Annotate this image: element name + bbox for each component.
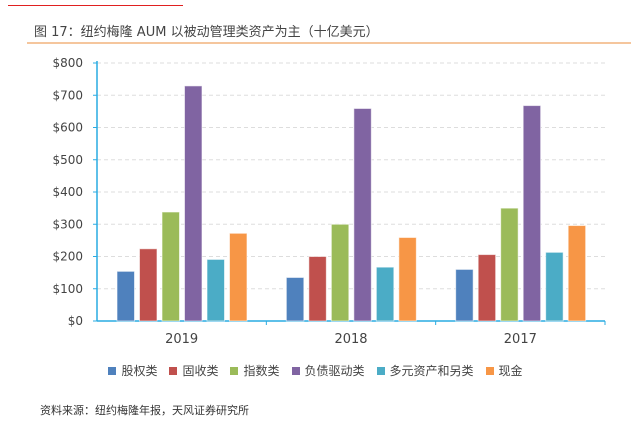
legend-item: 现金 [485,362,523,379]
legend-swatch [230,367,239,375]
legend-swatch [376,367,385,375]
bar-2018-2 [330,223,350,322]
legend-label: 现金 [498,364,523,378]
legend-item: 股权类 [108,362,157,379]
legend-label: 多元资产和另类 [389,364,474,378]
bar-2019-1 [139,248,158,322]
bar-2017-3 [522,105,542,322]
legend-item: 负债驱动类 [291,362,365,379]
legend-swatch [291,367,300,375]
bar-2018-1 [308,256,327,322]
bar-2017-1 [477,254,497,322]
source-note: 资料来源：纽约梅隆年报，天风证券研究所 [40,404,249,417]
legend-item: 指数类 [230,362,280,379]
y-tick-label: $500 [52,153,83,167]
y-tick-label: $800 [52,56,83,70]
title-rule [27,42,631,44]
y-tick-label: $300 [52,217,83,231]
y-tick-label: $400 [52,185,83,199]
legend-swatch [485,367,494,375]
y-tick-label: $700 [52,88,83,102]
y-tick-label: $0 [68,314,83,328]
x-tick-label: 2019 [165,332,198,347]
y-tick-label: $600 [52,121,83,135]
bar-2019-4 [206,258,225,322]
legend-label: 股权类 [121,364,158,378]
legend-label: 指数类 [243,364,280,378]
legend: 股权类 固收类 指数类 负债驱动类 多元资产和另类 现金 [0,362,631,379]
bar-2018-3 [353,107,372,322]
bar-2018-5 [398,236,417,322]
bar-2019-3 [184,85,203,322]
legend-swatch [169,367,178,375]
bar-2017-5 [567,225,587,322]
y-tick-label: $100 [52,282,83,296]
legend-item: 固收类 [169,362,218,379]
bar-2019-5 [229,232,248,322]
x-tick-label: 2018 [334,332,367,347]
bar-2018-4 [375,266,395,322]
bar-2017-4 [545,251,564,322]
legend-label: 负债驱动类 [304,364,365,378]
legend-item: 多元资产和另类 [376,362,474,379]
x-tick-label: 2017 [504,332,537,347]
chart-title: 图 17：纽约梅隆 AUM 以被动管理类资产为主（十亿美元） [34,25,379,40]
bar-2019-2 [161,211,180,322]
y-tick-label: $200 [52,250,83,264]
legend-label: 固收类 [182,364,219,378]
bar-2017-0 [455,268,474,322]
bar-2017-2 [500,207,519,322]
legend-swatch [108,367,117,375]
bar-2019-0 [116,270,135,322]
header-underline [8,5,183,6]
bar-2018-0 [285,276,305,322]
